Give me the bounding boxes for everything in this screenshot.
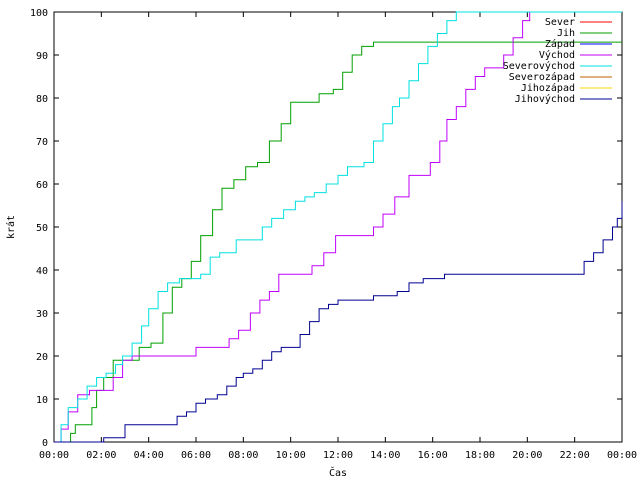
x-tick-label: 12:00 — [323, 450, 353, 461]
y-tick-label: 60 — [36, 180, 48, 191]
x-tick-label: 16:00 — [418, 450, 448, 461]
legend-label: Severozápad — [509, 71, 575, 83]
x-tick-label: 08:00 — [228, 450, 258, 461]
series-lines — [54, 11, 623, 443]
legend-label: Západ — [545, 38, 575, 50]
legend-label: Severovýchod — [503, 60, 575, 72]
y-tick-label: 20 — [36, 352, 48, 363]
x-tick-label: 22:00 — [560, 450, 590, 461]
series-line — [54, 201, 623, 443]
y-tick-label: 90 — [36, 51, 48, 62]
x-tick-label: 00:00 — [39, 450, 69, 461]
y-tick-label: 10 — [36, 395, 48, 406]
y-tick-label: 100 — [30, 8, 48, 19]
legend: SeverJihZápadVýchodSeverovýchodSeverozáp… — [503, 17, 612, 105]
axes: 0 10 20 30 40 50 60 70 80 90 100 00:00 02:00 04:00 06:… — [30, 8, 637, 461]
x-tick-label: 00:00 — [607, 450, 637, 461]
y-tick-label: 0 — [42, 438, 48, 449]
x-tick-label: 06:00 — [181, 450, 211, 461]
x-tick-label: 10:00 — [276, 450, 306, 461]
x-tick-label: 14:00 — [370, 450, 400, 461]
x-tick-label: 02:00 — [86, 450, 116, 461]
x-tick-label: 20:00 — [512, 450, 542, 461]
y-tick-label: 30 — [36, 309, 48, 320]
legend-label: Sever — [545, 17, 575, 28]
x-axis-label: Čas — [329, 466, 347, 479]
y-tick-label: 80 — [36, 94, 48, 105]
legend-label: Jihozápad — [521, 82, 575, 94]
legend-label: Jihovýchod — [515, 93, 575, 105]
x-tick-label: 18:00 — [465, 450, 495, 461]
x-tick-label: 04:00 — [134, 450, 164, 461]
legend-label: Jih — [557, 28, 575, 39]
y-tick-label: 50 — [36, 223, 48, 234]
legend-label: Východ — [539, 49, 575, 61]
y-axis-label: krát — [5, 215, 17, 239]
series-line — [54, 11, 622, 443]
y-tick-label: 70 — [36, 137, 48, 148]
series-line — [54, 11, 622, 443]
y-tick-label: 40 — [36, 266, 48, 277]
